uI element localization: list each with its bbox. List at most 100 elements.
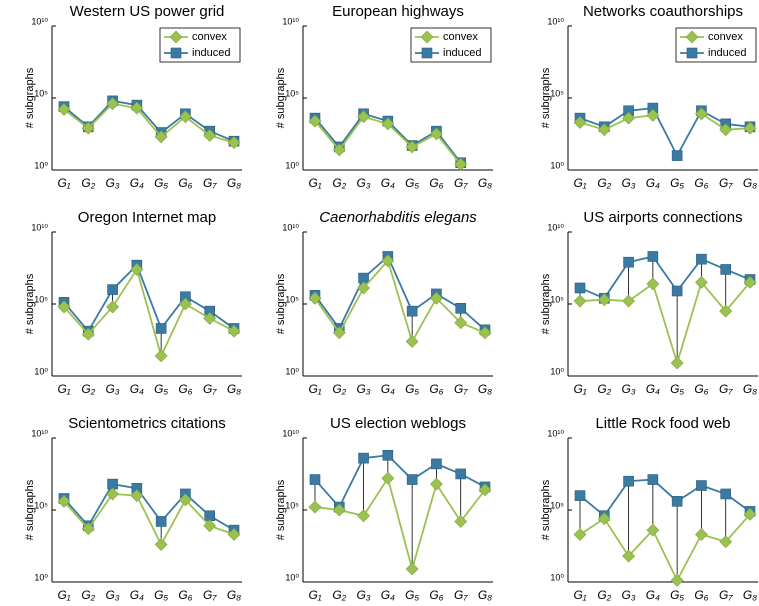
x-tick-label: G₆: [694, 176, 708, 190]
induced-marker: [421, 47, 433, 59]
convex-marker: [203, 519, 217, 533]
convex-marker: [203, 311, 217, 325]
x-tick-label: G₂: [597, 382, 611, 396]
convex-marker: [130, 101, 144, 115]
x-tick-label: G₄: [646, 588, 660, 602]
convex-marker: [81, 522, 95, 536]
x-tick-label: G₃: [106, 588, 120, 602]
y-tick-label: 10¹⁰: [31, 16, 48, 26]
induced-marker: [623, 256, 634, 268]
convex-marker: [597, 123, 611, 137]
convex-marker: [454, 515, 468, 528]
y-axis-label: # subgraphs: [275, 273, 287, 334]
x-tick-label: G₁: [57, 588, 70, 602]
x-tick-label: G₄: [130, 588, 144, 602]
chart-title: US election weblogs: [330, 415, 466, 432]
convex-marker: [106, 300, 119, 314]
y-tick-label: 10¹⁰: [31, 222, 48, 232]
panel: Networks coauthorships # subgraphs 10⁰ 10⁵ 1…: [540, 3, 758, 190]
induced-marker: [382, 449, 394, 461]
y-tick-label: 10⁰: [34, 160, 48, 170]
induced-marker: [204, 510, 216, 522]
convex-marker: [179, 297, 192, 311]
x-tick-label: G₄: [130, 176, 144, 190]
y-tick-label: 10¹⁰: [282, 428, 299, 438]
x-tick-label: G₂: [81, 382, 95, 396]
x-tick-label: G₈: [478, 588, 492, 602]
convex-marker: [670, 356, 684, 370]
convex-marker: [454, 157, 468, 171]
legend-label: induced: [708, 47, 747, 59]
induced-marker: [406, 305, 418, 317]
x-tick-label: G₅: [405, 588, 419, 602]
x-tick-label: G₇: [454, 382, 468, 396]
y-axis-label: # subgraphs: [540, 273, 552, 334]
y-tick-label: 10⁵: [550, 294, 564, 304]
x-tick-label: G₁: [573, 588, 586, 602]
x-tick-label: G₇: [454, 588, 468, 602]
x-tick-label: G₂: [332, 382, 346, 396]
y-tick-label: 10⁵: [550, 88, 564, 98]
convex-marker: [106, 487, 119, 501]
panel: Caenorhabditis elegans # subgraphs 10⁰ 10⁵ 1…: [275, 209, 493, 396]
x-tick-label: G₆: [429, 588, 443, 602]
induced-marker: [574, 282, 586, 294]
y-axis-label: # subgraphs: [24, 479, 36, 540]
convex-marker: [695, 528, 708, 541]
convex-marker: [622, 294, 635, 308]
y-axis-label: # subgraphs: [275, 479, 287, 540]
induced-marker: [720, 264, 732, 275]
convex-marker: [573, 528, 587, 541]
x-tick-label: G₁: [57, 176, 70, 190]
convex-marker: [695, 275, 708, 289]
induced-marker: [720, 488, 732, 500]
chart-title: Scientometrics citations: [68, 415, 226, 432]
legend-label: convex: [192, 31, 227, 43]
convex-marker: [381, 254, 395, 268]
legend-label: convex: [443, 31, 478, 43]
y-tick-label: 10¹⁰: [31, 428, 48, 438]
y-tick-label: 10⁰: [285, 366, 299, 376]
convex-marker: [57, 494, 71, 508]
x-tick-label: G₅: [154, 176, 168, 190]
convex-marker: [670, 573, 684, 587]
convex-marker: [646, 523, 660, 537]
x-tick-label: G₁: [308, 176, 321, 190]
convex-marker: [332, 143, 346, 157]
x-tick-label: G₂: [332, 588, 346, 602]
induced-marker: [155, 516, 167, 527]
convex-marker: [154, 538, 168, 551]
convex-marker: [381, 471, 395, 485]
panel: Scientometrics citations # subgraphs 10⁰ 10…: [24, 415, 242, 602]
convex-marker: [179, 110, 192, 124]
x-tick-label: G₅: [405, 382, 419, 396]
x-tick-label: G₃: [357, 588, 371, 602]
convex-marker: [719, 304, 733, 318]
convex-marker: [154, 130, 168, 144]
x-tick-label: G₄: [381, 176, 395, 190]
legend-label: induced: [192, 47, 231, 59]
series-line: [63, 493, 235, 547]
convex-marker: [130, 263, 144, 276]
y-tick-label: 10⁰: [285, 572, 299, 582]
series-line: [314, 259, 486, 344]
y-axis-label: # subgraphs: [24, 67, 36, 128]
series-line: [63, 102, 235, 144]
x-tick-label: G₅: [670, 382, 684, 396]
x-tick-label: G₂: [81, 176, 95, 190]
induced-marker: [574, 490, 586, 501]
x-tick-label: G₇: [203, 382, 217, 396]
induced-marker: [107, 284, 118, 295]
convex-marker: [622, 111, 635, 125]
convex-marker: [332, 326, 346, 340]
y-tick-label: 10⁵: [285, 294, 299, 304]
x-tick-label: G₅: [154, 382, 168, 396]
convex-marker: [57, 300, 71, 314]
convex-marker: [405, 562, 419, 576]
convex-marker: [478, 326, 492, 340]
convex-marker: [381, 117, 395, 131]
x-tick-label: G₈: [478, 382, 492, 396]
convex-marker: [695, 107, 708, 121]
chart-title: Little Rock food web: [595, 415, 730, 432]
